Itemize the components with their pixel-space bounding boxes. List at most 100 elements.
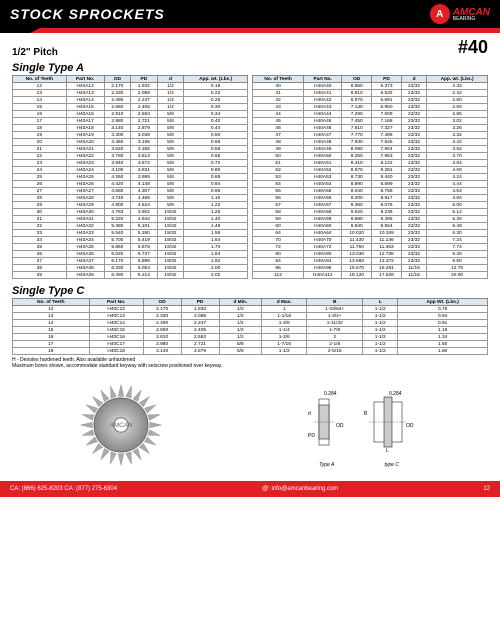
table-row: 16H40A162.8102.5635/80.34 bbox=[13, 111, 248, 118]
table-row: 44H40A447.2907.00923/322.85 bbox=[253, 111, 488, 118]
col-header: App. wt. (Lbs.) bbox=[427, 76, 488, 83]
col-header: No. of Teeth bbox=[13, 299, 90, 306]
page-title: STOCK SPROCKETS bbox=[10, 6, 165, 22]
table-row: 13H40C132.3302.0891/21-1/161-3/4+1-1/20.… bbox=[13, 313, 488, 320]
chain-code: #40 bbox=[458, 37, 488, 58]
col-header: d Max. bbox=[262, 299, 307, 306]
footer-email: @: info@amcanbearing.com bbox=[262, 486, 338, 492]
col-header: Part No. bbox=[66, 76, 104, 83]
table-row: 23H40A233.9403.6725/80.72 bbox=[13, 160, 248, 167]
table-row: 12H40A122.1701.9321/20.18 bbox=[13, 83, 248, 90]
table-row: 50H40A508.2507.96323/323.70 bbox=[253, 153, 488, 160]
table-row: 21H40A213.6203.3555/80.58 bbox=[13, 146, 248, 153]
table-row: 72H40A7211.75011.46323/327.74 bbox=[253, 244, 488, 251]
type-a-diagram: 0.284 d PD OD 0.284 B OD L bbox=[294, 382, 424, 462]
table-row: 22H40A223.7803.5135/80.66 bbox=[13, 153, 248, 160]
header-bar: STOCK SPROCKETS A AMCAN BEARING bbox=[0, 0, 500, 28]
sprocket-image: AMCAN bbox=[76, 380, 166, 470]
table-row: 38H40A386.3306.05419/322.00 bbox=[13, 265, 248, 272]
table-row: 14H40A142.4902.2471/20.26 bbox=[13, 97, 248, 104]
table-row: 28H40A284.7404.4665/81.10 bbox=[13, 195, 248, 202]
table-row: 14H40C142.4902.2471/21-3/81-11/321-1/20.… bbox=[13, 320, 488, 327]
svg-text:AMCAN: AMCAN bbox=[109, 422, 133, 429]
table-row: 25H40A254.2603.9895/80.88 bbox=[13, 174, 248, 181]
table-row: 70H40A7011.43011.14623/327.24 bbox=[253, 237, 488, 244]
section-c-title: Single Type C bbox=[12, 285, 488, 297]
table-row: 112H40A11218.12017.62811/1620.00 bbox=[253, 272, 488, 279]
table-c: No. of TeethPart No.ODPDd Min.d Max.BLAp… bbox=[12, 298, 488, 355]
svg-text:PD: PD bbox=[308, 433, 315, 439]
col-header: L bbox=[363, 299, 398, 306]
table-row: 48H40A487.9307.64523/323.42 bbox=[253, 139, 488, 146]
table-row: 39H40A396.4906.21419/322.02 bbox=[13, 272, 248, 279]
col-header: No. of Teeth bbox=[253, 76, 304, 83]
col-header: Part No. bbox=[304, 76, 342, 83]
col-header: OD bbox=[342, 76, 372, 83]
table-row: 57H40A579.3609.07623/325.00 bbox=[253, 202, 488, 209]
table-row: 51H40A518.4108.12223/323.84 bbox=[253, 160, 488, 167]
table-row: 58H40A589.5209.23623/325.12 bbox=[253, 209, 488, 216]
red-divider bbox=[0, 28, 500, 33]
table-row: 19H40A193.3003.0385/80.50 bbox=[13, 132, 248, 139]
svg-text:OD: OD bbox=[406, 423, 414, 429]
table-row: 12H40C122.1701.9321/211-33/64+1-1/20.75 bbox=[13, 306, 488, 313]
svg-text:B: B bbox=[364, 411, 368, 417]
logo-icon: A bbox=[430, 4, 450, 24]
table-row: 45H40A457.4507.16823/323.02 bbox=[253, 118, 488, 125]
footer-bar: CA: (866) 625-8203 CA: (877) 275-6304 @:… bbox=[0, 481, 500, 497]
table-row: 31H40A315.2204.94219/321.40 bbox=[13, 216, 248, 223]
section-a-title: Single Type A bbox=[12, 62, 488, 74]
table-row: 26H40A264.4204.1485/80.94 bbox=[13, 181, 248, 188]
table-row: 36H40A366.0205.73719/321.84 bbox=[13, 251, 248, 258]
table-row: 84H40A8413.66013.37223/329.50 bbox=[253, 258, 488, 265]
diagrams-row: AMCAN 0.284 d PD OD 0.284 B OD L Typ bbox=[0, 371, 500, 481]
col-header: d Min. bbox=[219, 299, 262, 306]
table-row: 16H40C162.8102.5631/21-3/821-1/21.34 bbox=[13, 334, 488, 341]
table-row: 35H40A355.8605.57819/321.70 bbox=[13, 244, 248, 251]
table-row: 96H40A9615.57015.28111/1612.76 bbox=[253, 265, 488, 272]
table-row: 60H40A609.8409.55423/325.48 bbox=[253, 223, 488, 230]
table-row: 47H40A477.7707.48623/323.32 bbox=[253, 132, 488, 139]
table-row: 15H40A152.6502.4051/20.30 bbox=[13, 104, 248, 111]
col-header: OD bbox=[104, 76, 131, 83]
table-row: 29H40A294.9004.6245/81.22 bbox=[13, 202, 248, 209]
table-row: 40H40A406.6506.37323/322.32 bbox=[253, 83, 488, 90]
table-row: 27H40A274.5804.3075/80.96 bbox=[13, 188, 248, 195]
diag-label-c: type C bbox=[384, 462, 398, 468]
svg-text:0.284: 0.284 bbox=[324, 391, 337, 397]
col-header: d bbox=[157, 76, 184, 83]
col-header: PD bbox=[372, 76, 402, 83]
table-row: 64H40A6410.02010.34923/326.30 bbox=[253, 230, 488, 237]
table-a-wrap: No. of TeethPart No.ODPDdApp. wt. (Lbs.)… bbox=[0, 75, 500, 279]
table-row: 17H40A172.9802.7215/80.40 bbox=[13, 118, 248, 125]
col-header: PD bbox=[131, 76, 158, 83]
table-row: 33H40A335.5405.26019/321.56 bbox=[13, 230, 248, 237]
svg-text:L: L bbox=[386, 448, 389, 454]
table-row: 17H40C172.9802.7215/81-7/162-1/81-1/21.5… bbox=[13, 341, 488, 348]
col-header: OD bbox=[143, 299, 181, 306]
table-row: 42H40A426.9706.69123/322.50 bbox=[253, 97, 488, 104]
col-header: No. of Teeth bbox=[13, 76, 67, 83]
table-a-right: No. of TeethPart No.ODPDdApp. wt. (Lbs.)… bbox=[252, 75, 488, 279]
brand-logo: A AMCAN BEARING bbox=[430, 4, 490, 24]
col-header: PD bbox=[181, 299, 219, 306]
table-row: 41H40A416.8106.53223/322.42 bbox=[253, 90, 488, 97]
table-a-left: No. of TeethPart No.ODPDdApp. wt. (Lbs.)… bbox=[12, 75, 248, 279]
col-header: App. wt. (Lbs.) bbox=[184, 76, 248, 83]
svg-text:OD: OD bbox=[336, 423, 344, 429]
table-row: 55H40A559.0408.75823/324.54 bbox=[253, 188, 488, 195]
table-row: 30H40A304.7833.90219/321.26 bbox=[13, 209, 248, 216]
table-row: 13H40A132.3302.0891/20.22 bbox=[13, 90, 248, 97]
table-row: 18H40C183.1402.8795/81-1/22-5/161-1/21.8… bbox=[13, 348, 488, 355]
table-row: 59H40A599.6809.39523/325.30 bbox=[253, 216, 488, 223]
footer-phone: CA: (866) 625-8203 CA: (877) 275-6304 bbox=[10, 486, 117, 492]
col-header: Part No. bbox=[89, 299, 143, 306]
table-row: 34H40A345.7005.41919/321.64 bbox=[13, 237, 248, 244]
table-row: 18H40A183.1402.8795/80.44 bbox=[13, 125, 248, 132]
col-header: App Wt. (Lbs.) bbox=[398, 299, 488, 306]
table-row: 53H40A538.7308.44023/324.24 bbox=[253, 174, 488, 181]
svg-text:0.284: 0.284 bbox=[389, 391, 402, 397]
table-row: 32H40A325.3805.10119/321.48 bbox=[13, 223, 248, 230]
table-row: 24H40A244.1003.8315/80.80 bbox=[13, 167, 248, 174]
svg-text:d: d bbox=[308, 411, 311, 417]
